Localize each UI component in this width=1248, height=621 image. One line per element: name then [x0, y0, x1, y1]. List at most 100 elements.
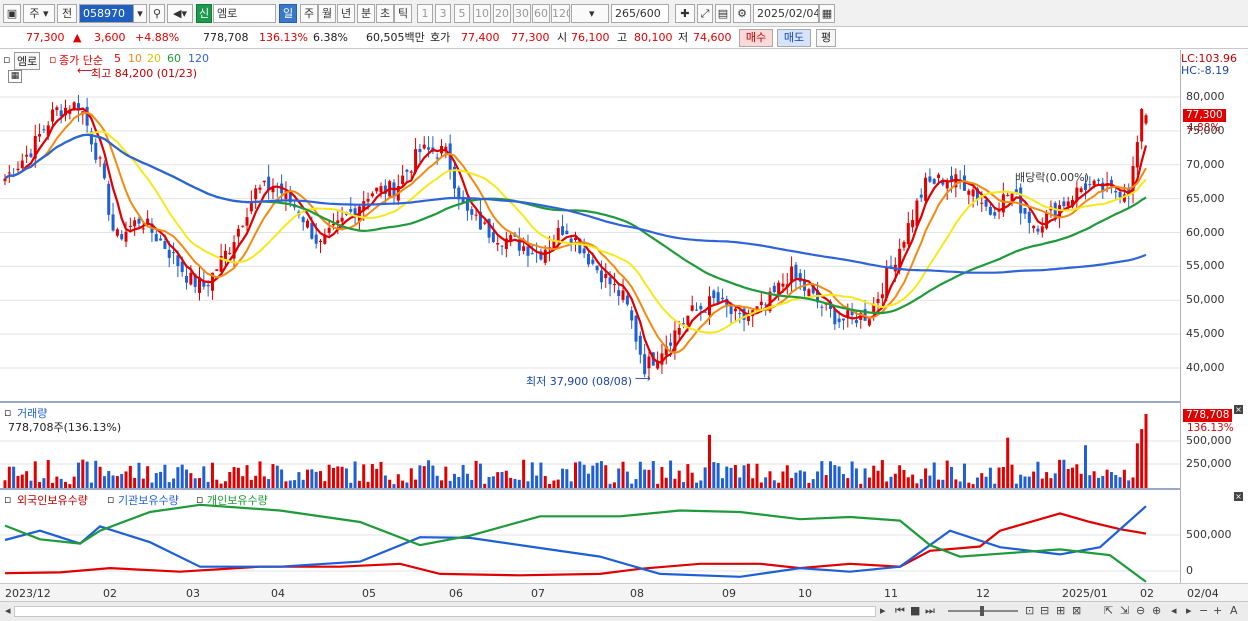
layout-b-icon[interactable]: ⊟	[1040, 604, 1050, 617]
volume-note: 778,708주(136.13%)	[8, 421, 122, 434]
interval-tab[interactable]: 60	[532, 4, 550, 23]
ma-label[interactable]: 종가 단순	[59, 54, 103, 67]
interval-tab[interactable]: 5	[454, 4, 470, 23]
period-tab[interactable]: 년	[337, 4, 355, 23]
stop-icon[interactable]: ■	[910, 604, 921, 617]
plus-icon[interactable]: +	[1213, 604, 1223, 617]
stock-name-field[interactable]: 엠로	[213, 4, 276, 23]
chart-canvas[interactable]	[0, 50, 1248, 602]
volume-bar	[647, 469, 651, 488]
close-icon[interactable]: ×	[1234, 405, 1243, 414]
holdings-legend-individual[interactable]: 개인보유수량	[207, 494, 268, 507]
candle-body	[323, 234, 327, 244]
type-select[interactable]: 주 ▾	[23, 4, 55, 23]
search-icon[interactable]: ⚲	[149, 4, 165, 23]
high-arrow-icon: ⟵	[77, 64, 93, 77]
interval-tab[interactable]: 120	[551, 4, 570, 23]
volume-bar	[716, 463, 720, 488]
volume-bar	[954, 479, 958, 488]
crosshair-icon[interactable]: ✚	[675, 4, 695, 23]
draw-tool-icon[interactable]: ⤢	[697, 4, 713, 23]
volume-bar	[124, 471, 128, 488]
layout-a-icon[interactable]: ⊡	[1025, 604, 1035, 617]
gear-icon[interactable]: ⚙	[733, 4, 751, 23]
volume-bar	[612, 482, 616, 488]
candle-body	[362, 201, 366, 212]
sell-button[interactable]: 매도	[777, 29, 811, 47]
code-dropdown-icon[interactable]: ▾	[133, 4, 147, 23]
rewind-icon[interactable]: ⏮	[895, 604, 905, 617]
interval-tab[interactable]: 20	[493, 4, 511, 23]
candle-body	[612, 284, 616, 286]
holdings-legend-institution[interactable]: 기관보유수량	[118, 494, 179, 507]
volume-bar	[1032, 471, 1036, 488]
holdings-legend-foreign[interactable]: 외국인보유수량	[17, 494, 88, 507]
market-button[interactable]: 전	[57, 4, 77, 23]
interval-tab[interactable]: 10	[473, 4, 491, 23]
scroll-back-icon[interactable]: ◂	[1171, 604, 1177, 617]
scroll-track[interactable]	[14, 606, 876, 617]
date-field[interactable]: 2025/02/04	[753, 4, 819, 23]
zoom-out-icon[interactable]: ⊖	[1136, 604, 1146, 617]
volume-holdings-divider[interactable]	[0, 488, 1180, 490]
volume-bar	[1014, 483, 1018, 488]
volume-bar	[12, 466, 16, 488]
buy-button[interactable]: 매수	[739, 29, 773, 47]
volume-bar	[189, 473, 193, 488]
period-tab[interactable]: 주	[300, 4, 318, 23]
fast-forward-icon[interactable]: ⏭	[925, 604, 935, 617]
candle-body	[29, 153, 33, 158]
candle-body	[1001, 194, 1005, 213]
font-size-icon[interactable]: A	[1230, 604, 1238, 617]
minus-icon[interactable]: −	[1199, 604, 1209, 617]
date-tick: 12	[976, 587, 990, 600]
period-tab[interactable]: 월	[318, 4, 336, 23]
compress-icon[interactable]: ⇱	[1104, 604, 1114, 617]
count-field[interactable]: 265/600	[611, 4, 669, 23]
close-icon[interactable]: ×	[1234, 492, 1243, 501]
layout-c-icon[interactable]: ⊞	[1056, 604, 1066, 617]
period-tab[interactable]: 분	[357, 4, 375, 23]
chart-area[interactable]: ▫ 엠로 ▫ 종가 단순 5 10 20 60 120 ▦ ⟵ 최고 84,20…	[0, 50, 1248, 602]
code-input[interactable]: 058970	[79, 4, 137, 23]
volume-bar	[1096, 477, 1100, 488]
volume-bar	[824, 475, 828, 488]
candle-body	[310, 222, 314, 239]
interval-select[interactable]: ▾	[571, 4, 609, 23]
scroll-left-icon[interactable]: ◂	[5, 604, 11, 617]
scrollbar[interactable]: ◂ ▸ ⏮ ■ ⏭ ⊡ ⊟ ⊞ ⊠ ⇱ ⇲ ⊖ ⊕ ◂ ▸ − + A	[0, 601, 1248, 621]
price-panel-title[interactable]: 엠로	[14, 52, 41, 70]
volume-bar	[807, 482, 811, 488]
speaker-icon[interactable]: ◀▾	[167, 4, 193, 23]
save-icon[interactable]: ▤	[715, 4, 731, 23]
scroll-forward-icon[interactable]: ▸	[1186, 604, 1192, 617]
calendar-icon[interactable]: ▦	[819, 4, 835, 23]
zoom-in-icon[interactable]: ⊕	[1152, 604, 1162, 617]
period-tab[interactable]: 일	[279, 4, 297, 23]
volume-bar	[98, 466, 102, 488]
candle-body	[656, 360, 660, 369]
interval-tab[interactable]: 30	[513, 4, 531, 23]
price-volume-divider[interactable]	[0, 401, 1180, 403]
period-tab[interactable]: 틱	[394, 4, 412, 23]
interval-tab[interactable]: 1	[417, 4, 433, 23]
volume-bar	[1023, 476, 1027, 488]
candle-body	[841, 318, 845, 321]
volume-bar	[323, 481, 327, 488]
expand-icon[interactable]: ⇲	[1120, 604, 1130, 617]
volume-panel-title[interactable]: 거래량	[17, 407, 48, 420]
candle-body	[189, 272, 193, 285]
candle-body	[759, 301, 763, 306]
layout-icon[interactable]: ▣	[3, 4, 21, 23]
scroll-right-icon[interactable]: ▸	[880, 604, 886, 617]
candle-body	[38, 134, 42, 137]
eval-button[interactable]: 평	[816, 29, 836, 47]
ma-period-60: 60	[167, 52, 181, 65]
period-tab[interactable]: 초	[376, 4, 394, 23]
zoom-slider-handle[interactable]	[980, 606, 984, 616]
interval-tab[interactable]: 3	[435, 4, 451, 23]
layout-d-icon[interactable]: ⊠	[1072, 604, 1082, 617]
table-icon[interactable]: ▦	[8, 70, 22, 83]
volume-bar	[1071, 467, 1075, 488]
volume-bar	[193, 478, 197, 488]
